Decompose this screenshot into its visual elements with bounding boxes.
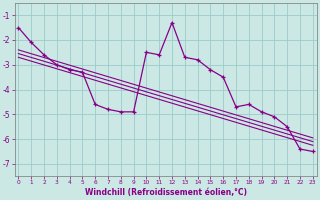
X-axis label: Windchill (Refroidissement éolien,°C): Windchill (Refroidissement éolien,°C) [84,188,247,197]
